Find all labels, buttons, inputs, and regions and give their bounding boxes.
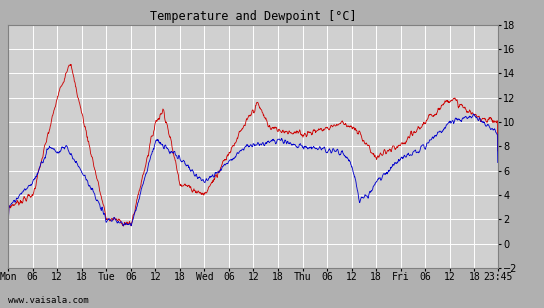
- Title: Temperature and Dewpoint [°C]: Temperature and Dewpoint [°C]: [150, 10, 356, 23]
- Text: www.vaisala.com: www.vaisala.com: [8, 296, 89, 305]
